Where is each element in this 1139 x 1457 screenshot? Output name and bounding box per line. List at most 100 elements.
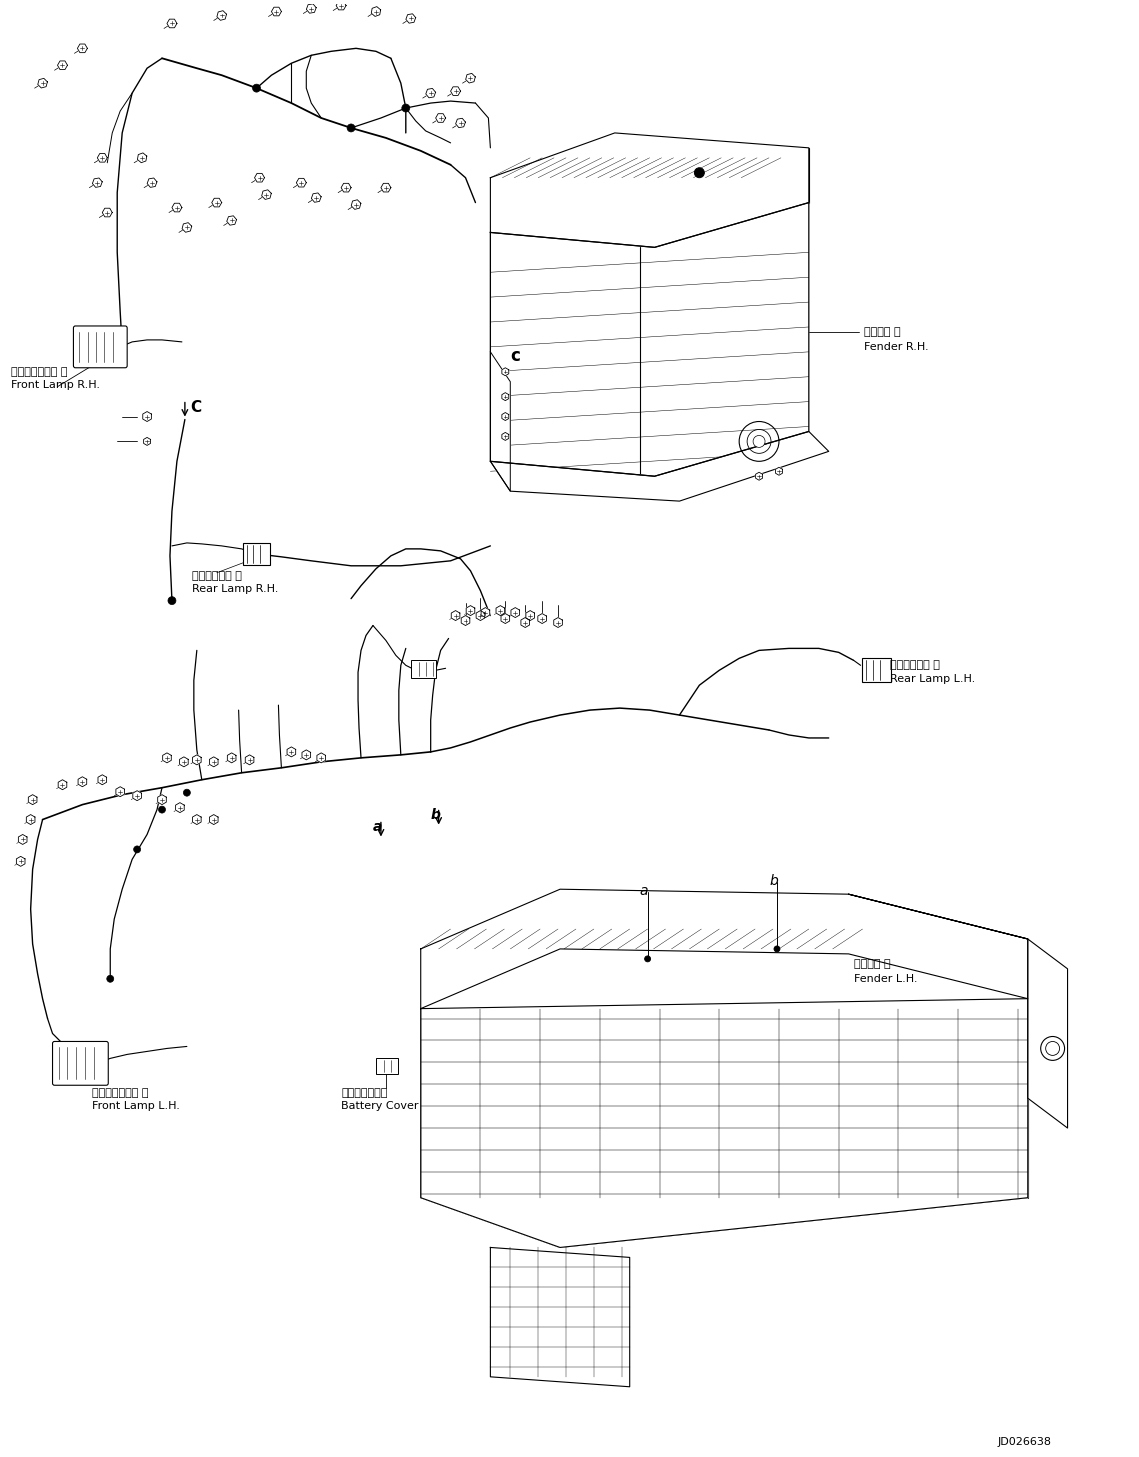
Circle shape xyxy=(753,436,765,447)
Polygon shape xyxy=(180,756,188,766)
Polygon shape xyxy=(466,606,475,615)
Polygon shape xyxy=(192,755,202,765)
Polygon shape xyxy=(92,178,103,188)
Polygon shape xyxy=(167,19,177,28)
Polygon shape xyxy=(144,437,150,446)
Bar xyxy=(376,1058,398,1074)
Polygon shape xyxy=(28,794,36,804)
Polygon shape xyxy=(98,775,107,785)
Circle shape xyxy=(167,597,175,605)
Polygon shape xyxy=(466,73,475,83)
Bar xyxy=(243,543,270,565)
Polygon shape xyxy=(77,44,88,52)
Polygon shape xyxy=(426,89,435,98)
Polygon shape xyxy=(306,4,317,13)
Polygon shape xyxy=(491,133,809,248)
Polygon shape xyxy=(491,1247,630,1387)
Polygon shape xyxy=(192,814,202,825)
Circle shape xyxy=(347,124,355,133)
Polygon shape xyxy=(341,184,351,192)
Polygon shape xyxy=(336,1,346,10)
Polygon shape xyxy=(175,803,185,813)
Polygon shape xyxy=(97,153,107,162)
Text: リヤーランプ 左: リヤーランプ 左 xyxy=(891,660,941,670)
Polygon shape xyxy=(502,433,509,440)
Polygon shape xyxy=(296,178,306,186)
Text: Front Lamp R.H.: Front Lamp R.H. xyxy=(10,380,100,389)
Polygon shape xyxy=(538,613,547,624)
Circle shape xyxy=(133,847,140,852)
Text: c: c xyxy=(510,347,521,364)
Polygon shape xyxy=(451,610,460,621)
Text: Fender L.H.: Fender L.H. xyxy=(853,973,917,983)
Circle shape xyxy=(775,946,780,951)
Text: JD026638: JD026638 xyxy=(998,1437,1052,1447)
Circle shape xyxy=(402,103,410,112)
Text: フェンダ 右: フェンダ 右 xyxy=(863,326,900,337)
Polygon shape xyxy=(157,794,166,804)
Text: b: b xyxy=(431,807,441,822)
Text: リヤーランプ 右: リヤーランプ 右 xyxy=(191,571,241,581)
Polygon shape xyxy=(311,192,321,203)
Text: a: a xyxy=(372,819,383,833)
Polygon shape xyxy=(210,814,218,825)
Polygon shape xyxy=(461,615,469,625)
Text: a: a xyxy=(640,884,648,898)
Polygon shape xyxy=(849,895,1067,1128)
Polygon shape xyxy=(371,7,380,16)
Polygon shape xyxy=(420,998,1027,1247)
Polygon shape xyxy=(351,200,361,210)
Polygon shape xyxy=(26,814,35,825)
Polygon shape xyxy=(228,753,236,763)
Polygon shape xyxy=(57,61,67,70)
Circle shape xyxy=(645,956,650,962)
Text: Rear Lamp L.H.: Rear Lamp L.H. xyxy=(891,675,976,685)
Polygon shape xyxy=(287,747,296,756)
Polygon shape xyxy=(476,610,485,621)
Polygon shape xyxy=(511,608,519,618)
Polygon shape xyxy=(491,431,829,501)
Polygon shape xyxy=(147,178,157,188)
Polygon shape xyxy=(554,618,563,628)
FancyBboxPatch shape xyxy=(52,1042,108,1085)
Text: b: b xyxy=(769,874,778,889)
Polygon shape xyxy=(405,13,416,23)
Polygon shape xyxy=(271,7,281,16)
Polygon shape xyxy=(216,10,227,20)
Polygon shape xyxy=(502,412,509,421)
Circle shape xyxy=(695,168,704,178)
Polygon shape xyxy=(317,753,326,763)
Polygon shape xyxy=(302,750,311,761)
Polygon shape xyxy=(116,787,124,797)
Text: Rear Lamp R.H.: Rear Lamp R.H. xyxy=(191,584,278,593)
Polygon shape xyxy=(245,755,254,765)
Bar xyxy=(861,659,892,682)
Polygon shape xyxy=(212,198,222,207)
Polygon shape xyxy=(776,468,782,475)
Polygon shape xyxy=(38,79,48,87)
Bar xyxy=(411,660,435,679)
Polygon shape xyxy=(456,118,466,128)
Text: Battery Cover: Battery Cover xyxy=(341,1101,419,1112)
Polygon shape xyxy=(521,618,530,628)
Polygon shape xyxy=(526,610,534,621)
Polygon shape xyxy=(755,472,762,481)
Polygon shape xyxy=(163,753,171,763)
Polygon shape xyxy=(451,87,460,95)
Polygon shape xyxy=(227,216,237,226)
Polygon shape xyxy=(142,411,151,421)
FancyBboxPatch shape xyxy=(73,326,128,367)
Polygon shape xyxy=(502,367,509,376)
Polygon shape xyxy=(495,606,505,615)
Text: C: C xyxy=(190,399,200,415)
Polygon shape xyxy=(502,392,509,401)
Text: バッテリカバー: バッテリカバー xyxy=(341,1088,387,1099)
Polygon shape xyxy=(138,153,147,163)
Polygon shape xyxy=(481,608,490,618)
Polygon shape xyxy=(435,114,445,122)
Text: フロントランプ 右: フロントランプ 右 xyxy=(10,367,67,377)
Text: Front Lamp L.H.: Front Lamp L.H. xyxy=(92,1101,180,1112)
Circle shape xyxy=(107,975,114,982)
Circle shape xyxy=(158,806,165,813)
Polygon shape xyxy=(501,613,509,624)
